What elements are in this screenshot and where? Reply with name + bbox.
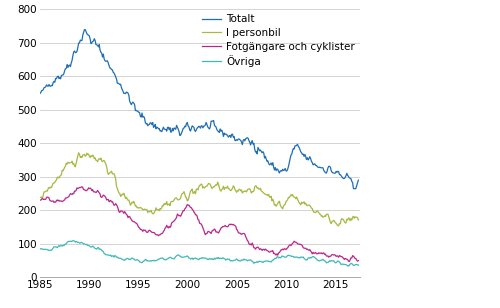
Övriga	[70, 239, 76, 242]
I personbil	[324, 213, 330, 216]
Line: I personbil: I personbil	[40, 153, 358, 226]
Fotgängare och cyklister	[114, 205, 120, 208]
Fotgängare och cyklister	[346, 260, 352, 263]
Totalt	[356, 178, 362, 182]
Totalt	[324, 171, 330, 175]
Fotgängare och cyklister	[324, 254, 330, 258]
Totalt	[326, 164, 332, 168]
Totalt	[194, 128, 200, 132]
Line: Totalt: Totalt	[40, 30, 358, 189]
Fotgängare och cyklister	[194, 213, 200, 217]
Övriga	[326, 259, 332, 263]
I personbil	[114, 187, 120, 191]
I personbil	[336, 224, 342, 228]
Övriga	[114, 255, 120, 259]
Fotgängare och cyklister	[326, 254, 332, 258]
Line: Fotgängare och cyklister: Fotgängare och cyklister	[40, 187, 358, 261]
Totalt	[82, 28, 87, 31]
I personbil	[184, 199, 190, 203]
Fotgängare och cyklister	[37, 198, 43, 202]
Totalt	[184, 121, 190, 124]
I personbil	[192, 190, 198, 193]
Legend: Totalt, I personbil, Fotgängare och cyklister, Övriga: Totalt, I personbil, Fotgängare och cykl…	[199, 11, 358, 71]
I personbil	[76, 151, 82, 155]
Övriga	[37, 247, 43, 250]
I personbil	[326, 218, 332, 221]
Övriga	[194, 257, 200, 260]
I personbil	[356, 218, 362, 222]
Övriga	[192, 256, 198, 260]
Fotgängare och cyklister	[184, 203, 190, 206]
Övriga	[184, 254, 190, 258]
Fotgängare och cyklister	[79, 185, 85, 188]
Totalt	[352, 187, 358, 191]
Övriga	[356, 263, 362, 267]
Totalt	[37, 91, 43, 95]
Fotgängare och cyklister	[192, 211, 198, 215]
I personbil	[37, 195, 43, 199]
Övriga	[324, 261, 330, 265]
Övriga	[346, 264, 352, 268]
Totalt	[192, 128, 198, 132]
Fotgängare och cyklister	[356, 259, 362, 262]
I personbil	[194, 188, 200, 191]
Line: Övriga: Övriga	[40, 241, 358, 266]
Totalt	[114, 81, 120, 85]
